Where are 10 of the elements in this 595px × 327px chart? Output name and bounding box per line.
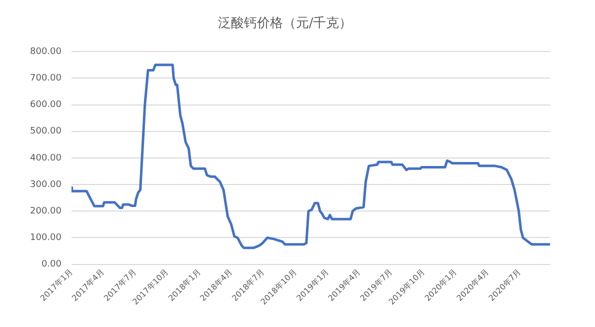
- y-tick-label: 0.00: [41, 260, 62, 270]
- y-tick-label: 400.00: [30, 153, 62, 164]
- y-tick-label: 800.00: [30, 46, 62, 57]
- y-tick-label: 500.00: [30, 126, 62, 137]
- chart-title: 泛酸钙价格（元/千克）: [218, 16, 352, 32]
- y-tick-label: 600.00: [30, 100, 62, 110]
- y-tick-label: 300.00: [30, 180, 62, 190]
- y-tick-label: 200.00: [30, 206, 62, 216]
- y-tick-label: 700.00: [30, 74, 62, 84]
- y-tick-label: 100.00: [30, 233, 62, 244]
